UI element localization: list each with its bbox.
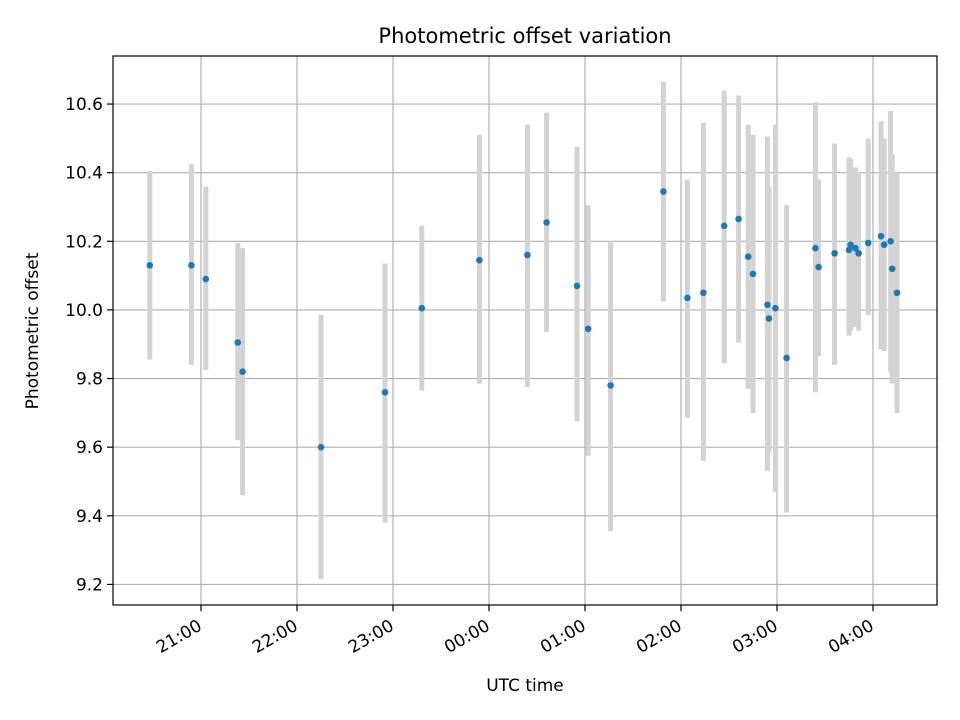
data-point	[573, 282, 581, 290]
data-point	[888, 265, 896, 273]
plot-frame	[112, 55, 938, 606]
chart-title: Photometric offset variation	[378, 24, 671, 48]
data-point	[543, 219, 550, 226]
data-point	[893, 289, 901, 297]
data-point	[880, 241, 888, 249]
data-point	[239, 368, 246, 375]
y-tick-label: 9.4	[76, 507, 103, 527]
data-point	[749, 270, 757, 278]
data-point	[607, 382, 614, 389]
data-point	[877, 232, 885, 240]
data-point	[831, 249, 838, 257]
data-point	[381, 388, 389, 396]
data-point	[852, 244, 859, 252]
data-point	[887, 237, 894, 245]
data-point	[684, 294, 691, 302]
data-point	[188, 262, 195, 269]
data-point	[234, 339, 242, 346]
data-point	[855, 249, 862, 257]
y-tick-label: 10.2	[65, 232, 103, 252]
data-point	[418, 304, 426, 312]
data-point	[476, 256, 483, 264]
y-tick-label: 9.8	[76, 370, 103, 390]
data-points	[146, 188, 901, 451]
data-point	[202, 275, 210, 283]
data-point	[783, 354, 790, 362]
data-point	[864, 239, 872, 247]
data-point	[317, 443, 325, 451]
data-point	[584, 325, 592, 333]
data-point	[524, 251, 531, 259]
data-point	[146, 262, 154, 269]
y-tick-label: 10.6	[65, 95, 103, 115]
x-axis-label: UTC time	[486, 676, 564, 696]
data-point	[772, 304, 779, 312]
data-point	[764, 301, 771, 309]
data-point	[847, 241, 854, 249]
data-point	[700, 289, 707, 297]
y-tick-label: 9.2	[76, 575, 103, 595]
data-point	[845, 246, 853, 254]
data-point	[660, 188, 667, 195]
data-point	[815, 263, 822, 271]
y-axis-label: Photometric offset	[23, 252, 43, 409]
y-tick-label: 10.4	[65, 164, 103, 184]
y-tick-label: 10.0	[65, 301, 103, 321]
data-point	[744, 253, 752, 261]
y-tick-label: 9.6	[76, 438, 103, 458]
data-point	[812, 244, 819, 252]
data-point	[720, 222, 728, 230]
data-point	[765, 315, 773, 322]
data-point	[735, 215, 742, 223]
y-ticks: 9.2 9.4 9.6 9.8 10.0 10.2 10.4 10.6	[65, 95, 113, 595]
